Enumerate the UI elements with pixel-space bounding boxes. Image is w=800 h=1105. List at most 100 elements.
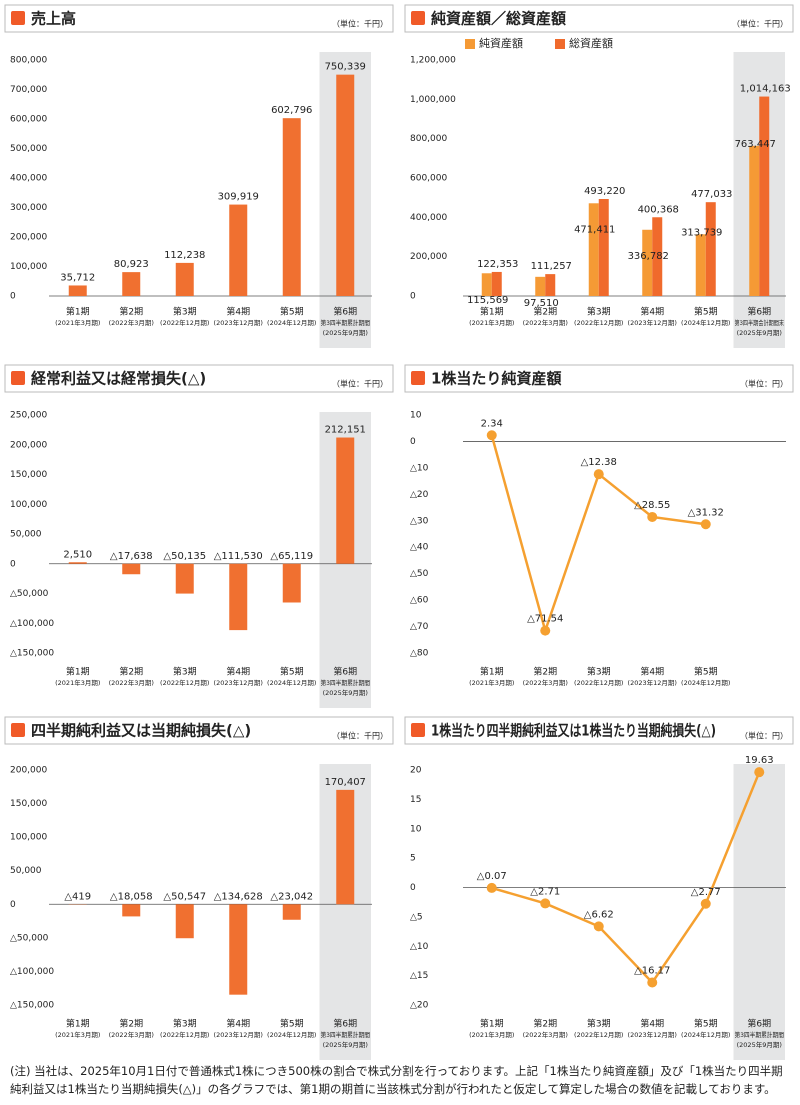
value-label: 400,368 — [638, 204, 679, 215]
bar — [642, 229, 653, 296]
value-label: △31.32 — [688, 507, 724, 518]
y-tick-label: 400,000 — [410, 213, 447, 223]
x-tick-sublabel: (2023年12月期) — [628, 1030, 677, 1039]
point — [754, 767, 765, 778]
value-label: 111,257 — [531, 261, 572, 272]
x-tick-sublabel: (2022年3月期) — [109, 678, 154, 687]
y-tick-label: 800,000 — [410, 134, 447, 144]
y-tick-label: 50,000 — [10, 530, 42, 540]
x-tick-label: 第3期 — [173, 306, 197, 318]
x-tick-sublabel: 第3四半期累計期間 — [735, 1030, 785, 1039]
x-tick-sublabel: (2025年9月期) — [737, 1040, 782, 1049]
x-tick-label: 第2期 — [533, 306, 557, 318]
x-tick-sublabel: 第3四半期累計期間 — [321, 1030, 371, 1039]
y-tick-label: 0 — [410, 437, 416, 447]
bar — [759, 96, 770, 296]
y-tick-label: 50,000 — [10, 866, 42, 876]
y-tick-label: 1,200,000 — [410, 56, 456, 66]
bar — [598, 199, 609, 296]
title-box — [404, 716, 794, 745]
y-tick-label: △10 — [410, 463, 429, 473]
bar — [122, 904, 141, 917]
chart-title: 四半期純利益又は当期純損失(△) — [31, 722, 251, 740]
bar — [491, 271, 502, 296]
y-tick-label: 10 — [410, 824, 422, 834]
bar — [282, 904, 301, 920]
value-label: 336,782 — [628, 251, 669, 262]
point — [540, 898, 551, 909]
y-tick-label: 600,000 — [410, 174, 447, 184]
value-label: △2.77 — [691, 887, 721, 898]
unit-label: （単位：千円） — [732, 19, 788, 29]
y-tick-label: 500,000 — [10, 144, 47, 154]
x-tick-sublabel: (2022年12月期) — [160, 1030, 209, 1039]
x-tick-sublabel: (2022年12月期) — [160, 318, 209, 327]
x-tick-label: 第6期 — [747, 1018, 771, 1030]
x-tick-label: 第2期 — [119, 1018, 143, 1030]
x-tick-label: 第1期 — [480, 306, 504, 318]
x-tick-sublabel: (2024年12月期) — [267, 318, 316, 327]
y-tick-label: △10 — [410, 942, 429, 952]
point — [486, 430, 497, 441]
y-tick-label: △15 — [410, 971, 428, 981]
x-tick-label: 第1期 — [66, 306, 90, 318]
x-tick-label: 第1期 — [480, 666, 504, 678]
x-tick-label: 第4期 — [226, 1018, 250, 1030]
bar — [336, 789, 355, 905]
point — [593, 921, 604, 932]
x-tick-sublabel: (2021年3月期) — [469, 678, 514, 687]
x-tick-label: 第5期 — [694, 1018, 718, 1030]
x-tick-label: 第6期 — [333, 1018, 357, 1030]
bar — [122, 563, 141, 575]
title-icon — [411, 371, 425, 385]
x-tick-sublabel: (2024年12月期) — [681, 1030, 730, 1039]
bar — [336, 74, 355, 296]
y-tick-label: 15 — [410, 795, 421, 805]
x-tick-sublabel: (2022年12月期) — [574, 318, 623, 327]
charts: 売上高 （単位：千円） 0 100,000 200,000 300,000 400,000 5… — [4, 4, 794, 1060]
x-tick-label: 第3期 — [173, 1018, 197, 1030]
y-tick-label: 20 — [410, 766, 422, 776]
value-label: △50,135 — [163, 551, 206, 562]
point — [540, 625, 551, 636]
y-tick-label: 700,000 — [10, 85, 47, 95]
legend-label: 純資産額 — [479, 37, 523, 50]
value-label: 170,407 — [325, 777, 366, 788]
value-label: 1,014,163 — [740, 84, 791, 95]
x-tick-label: 第2期 — [533, 1018, 557, 1030]
x-tick-sublabel: (2024年12月期) — [681, 318, 730, 327]
chart-title: 経常利益又は経常損失(△) — [31, 370, 206, 388]
y-tick-label: 100,000 — [10, 262, 47, 272]
value-label: △0.07 — [477, 871, 507, 882]
value-label: △6.62 — [584, 909, 614, 920]
title-icon — [411, 723, 425, 737]
x-tick-label: 第5期 — [280, 1018, 304, 1030]
y-tick-label: 200,000 — [410, 252, 447, 262]
y-tick-label: △50,000 — [10, 589, 49, 599]
bar — [122, 272, 141, 296]
x-tick-sublabel: (2023年12月期) — [214, 1030, 263, 1039]
x-tick-label: 第3期 — [173, 666, 197, 678]
value-label: △16.17 — [634, 965, 670, 976]
x-tick-label: 第4期 — [640, 1018, 664, 1030]
value-label: 212,151 — [325, 425, 366, 436]
x-tick-sublabel: (2024年12月期) — [267, 1030, 316, 1039]
y-tick-label: △150,000 — [10, 1001, 54, 1011]
value-label: △18,058 — [110, 891, 153, 902]
title-icon — [11, 723, 25, 737]
y-tick-label: 300,000 — [10, 203, 47, 213]
chart-title: 1株当たり純資産額 — [431, 370, 561, 388]
bar — [229, 563, 248, 631]
y-tick-label: 150,000 — [10, 470, 47, 480]
x-tick-sublabel: (2023年12月期) — [628, 318, 677, 327]
x-tick-label: 第3期 — [587, 306, 611, 318]
point — [647, 977, 658, 988]
y-tick-label: △20 — [410, 1001, 429, 1011]
bar — [229, 904, 248, 995]
x-tick-sublabel: 第3四半期累計期間 — [321, 318, 371, 327]
bar — [282, 563, 301, 603]
value-label: 602,796 — [271, 105, 312, 116]
x-tick-label: 第4期 — [226, 306, 250, 318]
y-tick-label: 800,000 — [10, 56, 47, 66]
